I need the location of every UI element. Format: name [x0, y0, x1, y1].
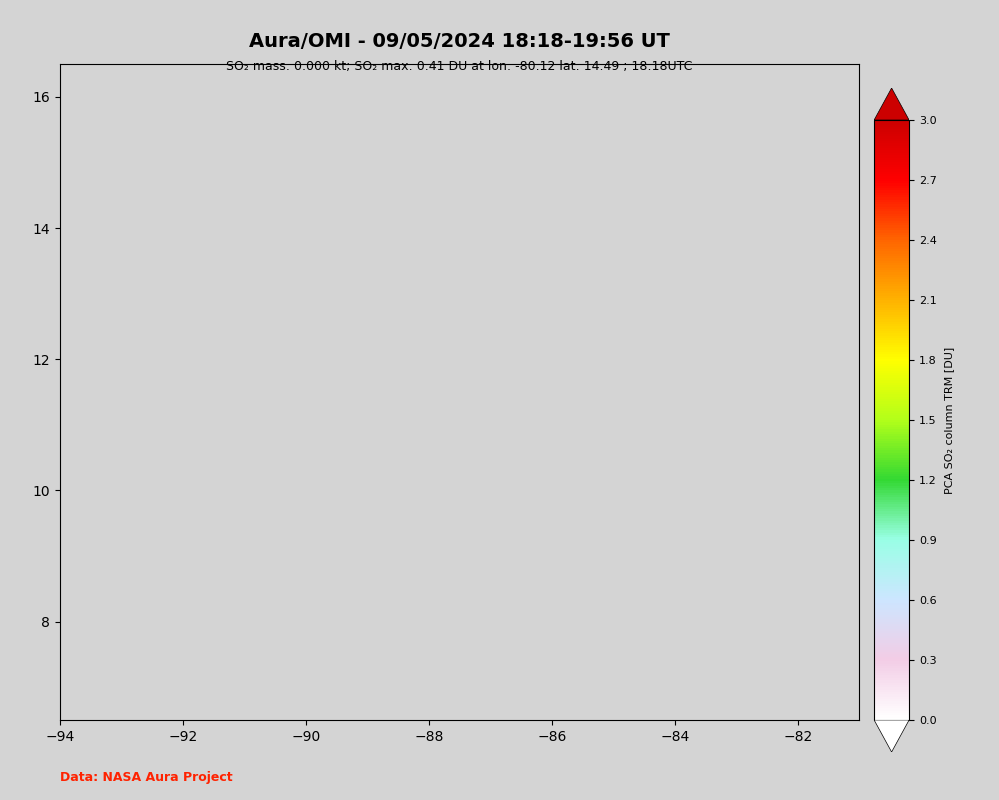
- Polygon shape: [874, 88, 909, 120]
- Text: Aura/OMI - 09/05/2024 18:18-19:56 UT: Aura/OMI - 09/05/2024 18:18-19:56 UT: [249, 32, 670, 51]
- Text: SO₂ mass: 0.000 kt; SO₂ max: 0.41 DU at lon: -80.12 lat: 14.49 ; 18:18UTC: SO₂ mass: 0.000 kt; SO₂ max: 0.41 DU at …: [227, 60, 692, 73]
- Text: Data: NASA Aura Project: Data: NASA Aura Project: [60, 771, 233, 784]
- Polygon shape: [874, 720, 909, 752]
- Y-axis label: PCA SO₂ column TRM [DU]: PCA SO₂ column TRM [DU]: [944, 346, 954, 494]
